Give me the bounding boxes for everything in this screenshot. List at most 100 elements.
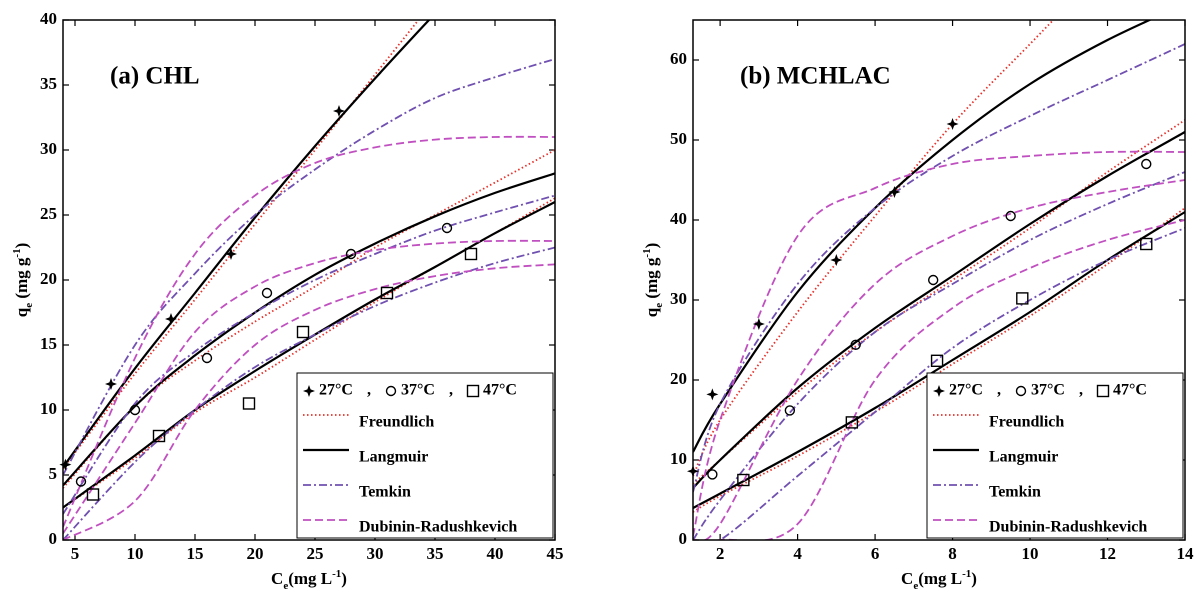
fit-curve [63, 263, 555, 540]
marker-square [930, 354, 944, 367]
legend-label: 27°C [319, 382, 353, 399]
y-axis-label-part: e [23, 303, 35, 308]
marker-circle [1005, 210, 1016, 222]
marker-star [303, 385, 315, 397]
marker-square [86, 488, 100, 501]
x-tick-label: 20 [247, 544, 264, 563]
y-tick-label: 35 [40, 74, 57, 93]
legend-separator: , [449, 382, 453, 399]
legend-label: Langmuir [359, 449, 428, 466]
legend-label: 47°C [483, 382, 517, 399]
y-axis-label-part: -1 [11, 248, 23, 257]
y-tick-label: 5 [49, 464, 58, 483]
marker-star [333, 105, 345, 117]
marker-square [1016, 292, 1029, 305]
legend-label: Temkin [359, 484, 411, 501]
y-tick-label: 0 [679, 529, 688, 548]
x-axis-label-part: -1 [962, 568, 971, 580]
x-tick-label: 15 [187, 544, 204, 563]
legend: 27°C, 37°C, 47°C Freundlich Langmuir Temkin Du… [926, 372, 1184, 539]
marker-circle [707, 469, 718, 480]
y-tick-label: 20 [670, 369, 687, 388]
marker-star [933, 385, 945, 397]
marker-square [296, 325, 310, 339]
legend-box [926, 372, 1184, 539]
legend-separator: , [367, 382, 371, 399]
marker-square [464, 247, 478, 261]
legend-label: Freundlich [989, 414, 1064, 431]
x-tick-label: 8 [948, 544, 957, 563]
plot-area [693, 20, 1185, 540]
legend-label: Dubinin-Radushkevich [989, 519, 1147, 536]
fit-curve [693, 207, 1185, 513]
marker-square [242, 397, 256, 410]
legend-label: Langmuir [989, 449, 1058, 466]
legend-label: 37°C [401, 382, 435, 399]
x-axis-label-part: C [271, 569, 283, 588]
marker-square [737, 473, 750, 487]
legend-label: Freundlich [359, 414, 434, 431]
legend-box [296, 372, 554, 539]
marker-circle [441, 222, 453, 234]
y-axis-label-part: (mg g [642, 257, 661, 303]
x-tick-label: 5 [71, 544, 80, 563]
y-axis-label-part: q [642, 307, 661, 317]
fit-curve [693, 171, 1185, 540]
x-axis-label-part: -1 [332, 568, 341, 580]
marker-circle [385, 385, 397, 397]
legend-label: 27°C [949, 382, 983, 399]
x-axis-label-part: (mg L [288, 569, 332, 588]
plot-frame [692, 19, 1186, 541]
x-tick-label: 10 [1022, 544, 1039, 563]
marker-circle [75, 476, 87, 487]
x-axis-label: Ce(mg L-1) [901, 568, 977, 592]
marker-star [752, 318, 765, 330]
marker-square [1096, 384, 1110, 398]
y-tick-label: 60 [670, 49, 687, 68]
marker-circle [129, 404, 141, 416]
legend-separator: , [997, 382, 1001, 399]
y-tick-label: 10 [670, 449, 687, 468]
marker-circle [201, 352, 213, 364]
x-tick-label: 6 [871, 544, 880, 563]
y-tick-label: 25 [40, 204, 57, 223]
marker-circle [345, 248, 357, 260]
marker-star [888, 186, 901, 198]
legend-separator: , [1079, 382, 1083, 399]
fit-curve [693, 219, 1185, 540]
y-axis-label-part: ) [12, 243, 31, 249]
fit-curve [693, 43, 1185, 493]
x-tick-label: 10 [127, 544, 144, 563]
y-axis-label: qe (mg g-1) [641, 243, 665, 318]
fit-curve [63, 20, 431, 468]
x-axis-label-part: ) [341, 569, 347, 588]
marker-star [706, 388, 719, 401]
fit-curve [693, 131, 1185, 489]
marker-circle [784, 405, 796, 416]
marker-square [845, 416, 859, 429]
x-tick-label: 30 [367, 544, 384, 563]
x-axis-label-part: ) [971, 569, 977, 588]
legend-label: Temkin [989, 484, 1041, 501]
x-tick-label: 4 [793, 544, 802, 563]
x-axis-label-part: C [901, 569, 913, 588]
plot-frame [62, 19, 556, 541]
y-tick-label: 30 [40, 139, 57, 158]
marker-circle [1141, 158, 1152, 170]
fit-curve [693, 179, 1185, 540]
marker-square [380, 286, 394, 300]
marker-circle [261, 287, 273, 299]
y-tick-label: 30 [670, 289, 687, 308]
marker-star [165, 313, 177, 325]
x-axis-label-part: e [913, 580, 918, 592]
y-tick-label: 0 [49, 529, 58, 548]
y-axis-label-part: ) [642, 243, 661, 249]
y-tick-label: 15 [40, 334, 57, 353]
y-axis-label-part: q [12, 307, 31, 317]
legend-label: 37°C [1031, 382, 1065, 399]
x-axis-label-part: e [283, 580, 288, 592]
panel-title: (a) CHL [110, 63, 200, 90]
